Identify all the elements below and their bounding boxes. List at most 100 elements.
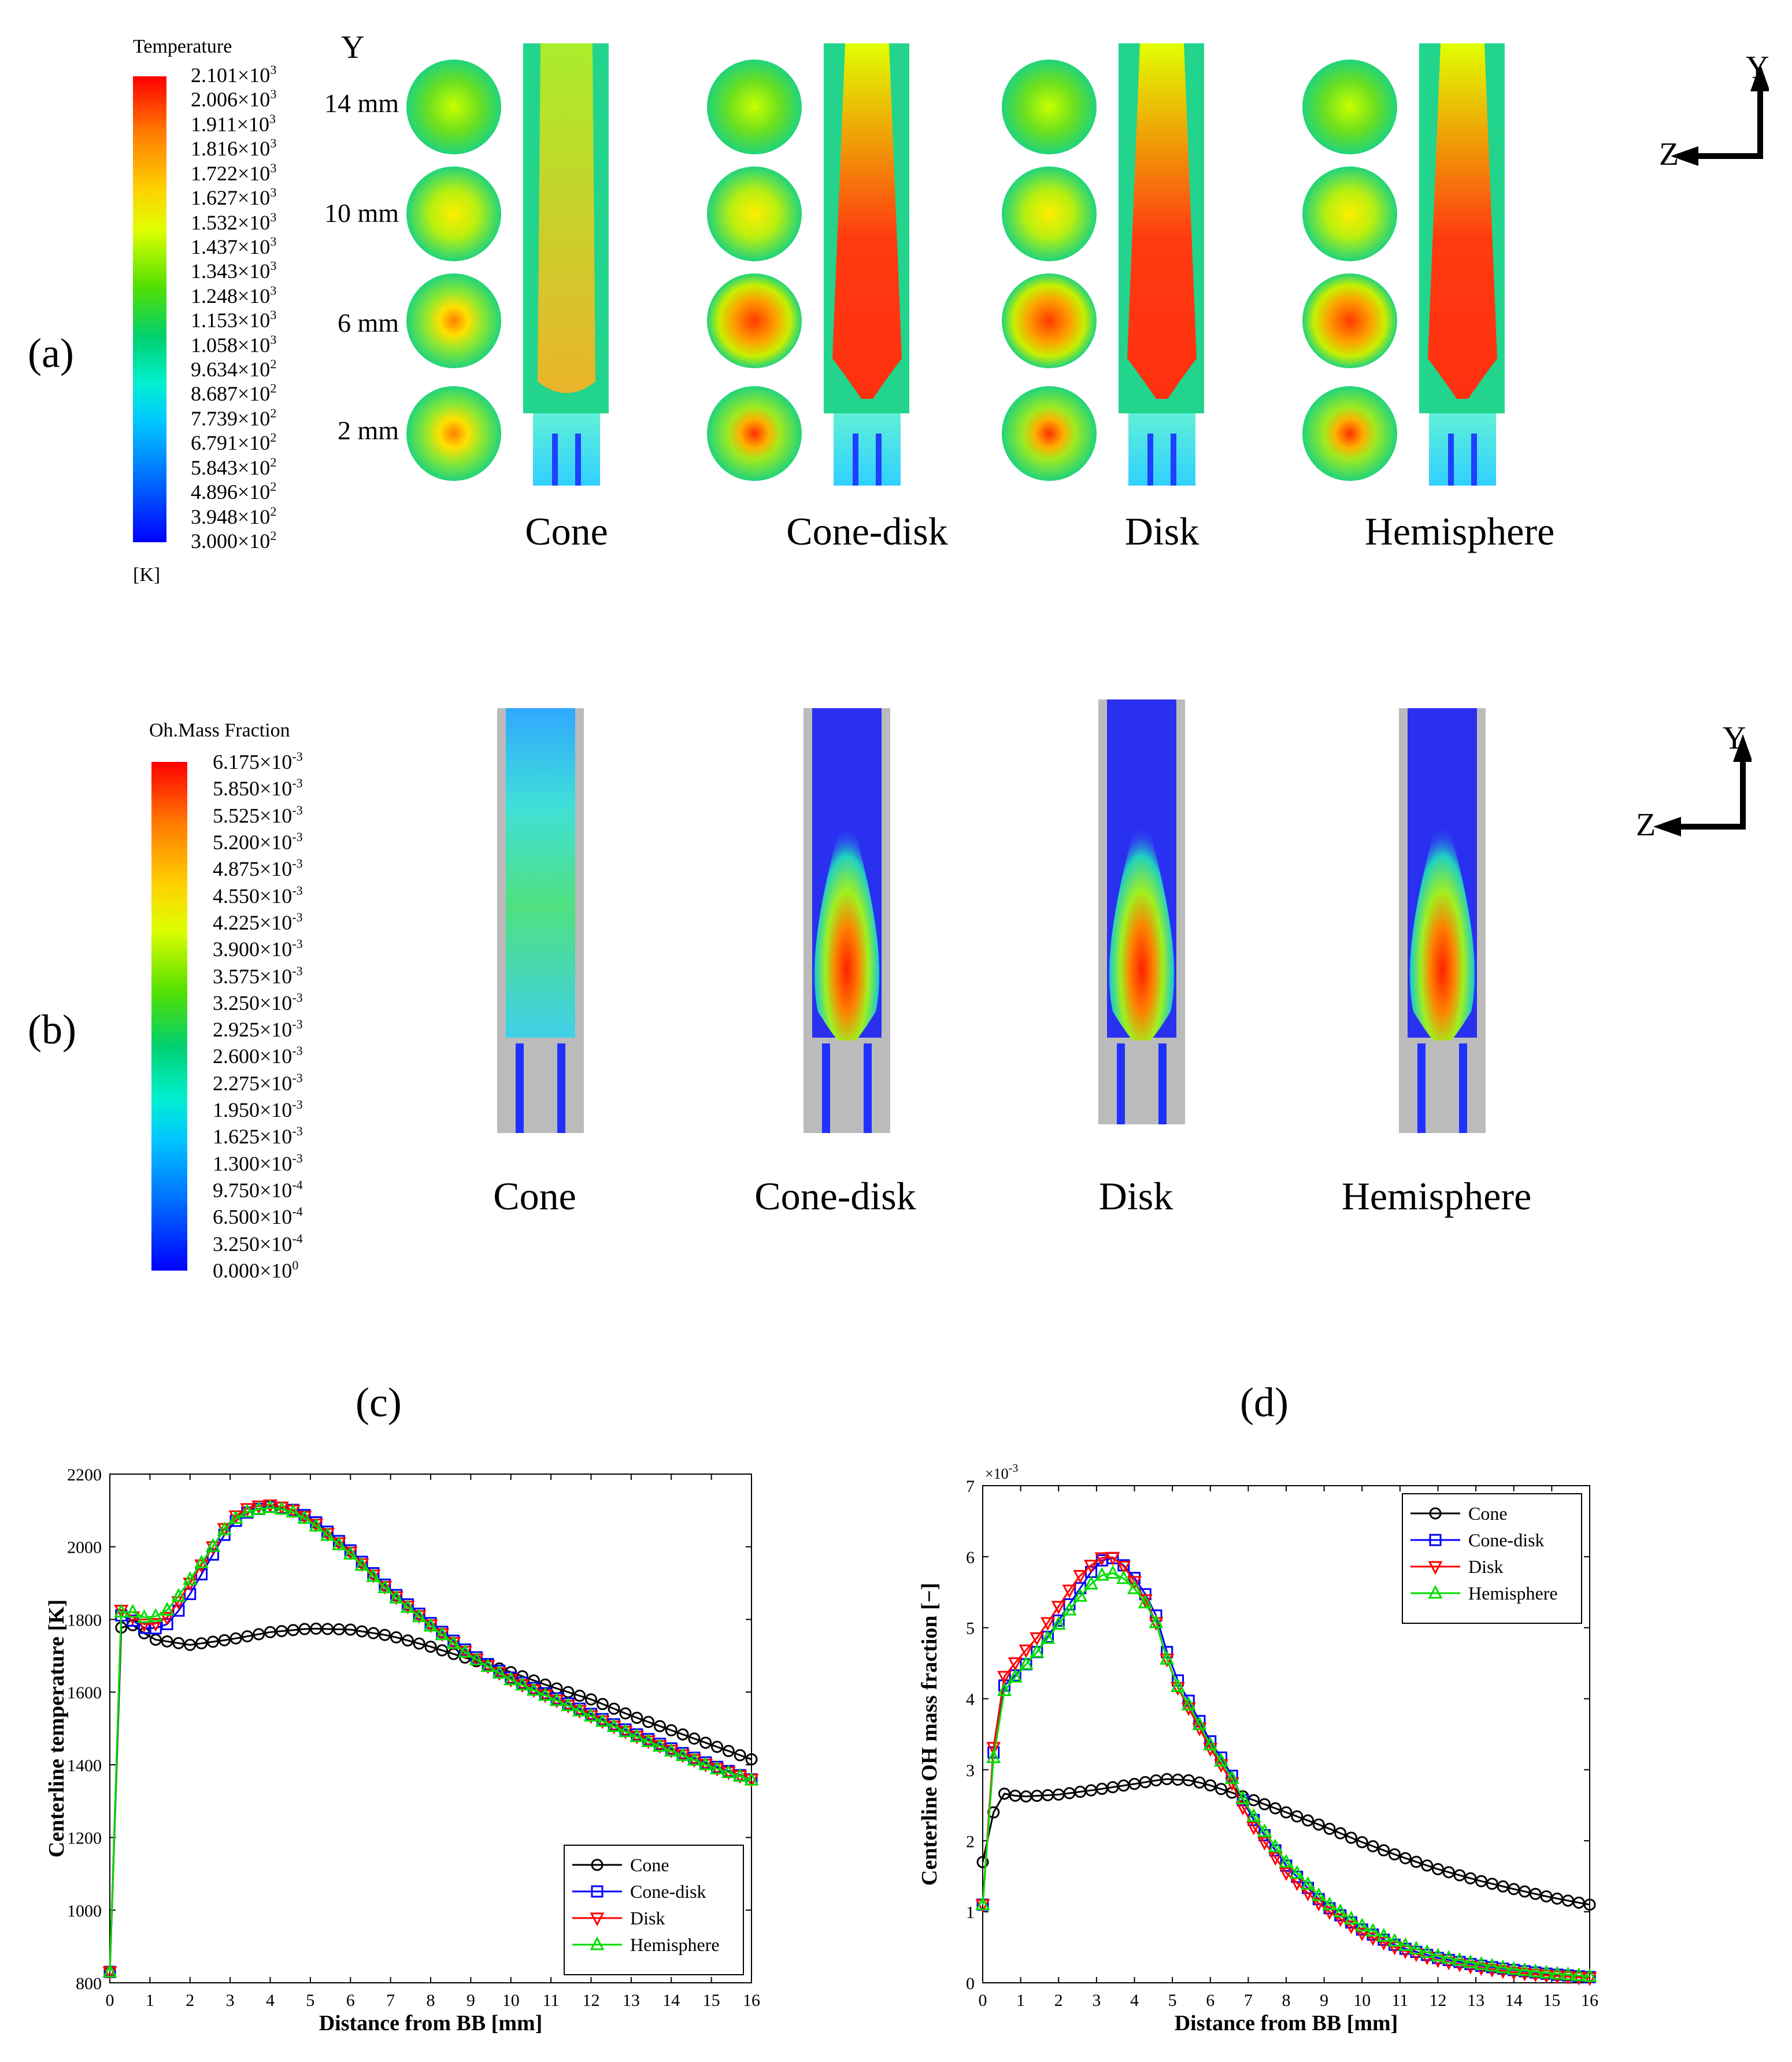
axis-z-label-a: Z: [1659, 136, 1679, 172]
data-point: [1311, 1897, 1326, 1912]
data-point: [596, 1698, 609, 1711]
data-point: [1041, 1617, 1055, 1631]
data-point: [1354, 1927, 1369, 1942]
axis-y-label-a: Y: [1746, 50, 1769, 86]
data-point: [1389, 1848, 1401, 1861]
data-point: [436, 1644, 449, 1657]
oh-legend-tick: 1.950×10-3: [213, 1097, 303, 1122]
data-point: [298, 1623, 311, 1635]
data-point: [745, 1753, 758, 1765]
x-tick-label: 3: [226, 1991, 235, 2010]
data-point: [976, 1856, 989, 1868]
data-point: [1354, 1917, 1369, 1932]
data-point: [1497, 1880, 1509, 1893]
y-tick-label: 800: [76, 1974, 102, 1993]
y-tick-label: 1600: [67, 1683, 102, 1702]
data-point: [526, 1682, 541, 1696]
data-point: [1182, 1774, 1195, 1787]
data-point: [194, 1554, 209, 1569]
data-point: [1484, 1957, 1499, 1972]
data-point: [1279, 1867, 1294, 1881]
data-point: [161, 1635, 173, 1648]
data-point: [631, 1712, 643, 1724]
data-point: [710, 1760, 725, 1775]
data-point: [344, 1623, 357, 1636]
data-point: [1062, 1585, 1077, 1598]
data-point: [1519, 1885, 1531, 1898]
temperature-legend-tick: 4.896×102: [191, 479, 277, 504]
data-point: [1517, 1967, 1532, 1982]
data-point: [721, 1764, 736, 1778]
axis-triad-b: [1653, 734, 1752, 836]
data-point: [1345, 1831, 1357, 1844]
data-point: [975, 1896, 990, 1911]
data-point: [561, 1697, 576, 1712]
data-point: [1475, 1875, 1487, 1887]
oh-legend-tick: 3.250×10-3: [213, 990, 303, 1015]
data-point: [228, 1510, 243, 1524]
data-point: [1323, 1823, 1336, 1835]
data-point: [1333, 1903, 1348, 1917]
series-line: [982, 1778, 1590, 1906]
chart-legend: Cone Cone-disk Disk Hemisphere: [1402, 1493, 1582, 1624]
data-point: [573, 1689, 586, 1702]
data-point: [572, 1702, 587, 1717]
data-point: [1301, 1876, 1315, 1890]
data-point: [413, 1637, 425, 1650]
data-point: [1517, 1962, 1532, 1976]
data-point: [1268, 1838, 1283, 1853]
data-point: [1334, 1827, 1347, 1839]
y-tick-label: 0: [966, 1974, 975, 1993]
data-point: [343, 1546, 358, 1560]
legend-label: Disk: [1468, 1556, 1503, 1577]
data-point: [1442, 1866, 1455, 1879]
oh-legend-tick: 2.275×10-3: [213, 1070, 303, 1095]
data-point: [584, 1708, 598, 1722]
data-point: [676, 1728, 689, 1741]
data-point: [1008, 1657, 1023, 1671]
data-point: [641, 1733, 656, 1747]
oh-legend-tick: 4.225×10-3: [213, 909, 303, 934]
data-point: [503, 1671, 519, 1686]
data-point: [1204, 1779, 1217, 1791]
temperature-legend-tick: 1.343×103: [191, 258, 277, 283]
data-point: [1365, 1923, 1380, 1937]
data-point: [1019, 1656, 1034, 1670]
x-tick-label: 15: [1543, 1991, 1560, 2010]
x-tick-label: 0: [979, 1991, 987, 2010]
x-tick-label: 1: [146, 1991, 154, 2010]
data-point: [412, 1608, 427, 1623]
data-point: [1486, 1878, 1498, 1890]
axis-z-label-b: Z: [1636, 807, 1656, 843]
temp-case-label-cone: Cone: [525, 509, 608, 553]
data-point: [1149, 1614, 1164, 1628]
y-tick-label: 2: [966, 1832, 975, 1851]
data-point: [1051, 1616, 1066, 1630]
data-point: [1160, 1650, 1175, 1665]
data-point: [240, 1504, 255, 1518]
data-point: [274, 1501, 289, 1515]
oh-legend-title: Oh.Mass Fraction: [149, 720, 290, 741]
data-point: [1193, 1776, 1206, 1789]
data-point: [1399, 1852, 1412, 1864]
temperature-legend-tick: 1.532×103: [191, 209, 277, 234]
data-point: [1582, 1968, 1597, 1982]
oh-case-cone: [497, 708, 584, 1133]
data-point: [585, 1693, 597, 1706]
data-point: [309, 1517, 324, 1532]
data-point: [997, 1671, 1012, 1685]
temperature-legend-tick: 6.791×102: [191, 430, 277, 455]
data-point: [744, 1772, 759, 1786]
data-point: [1410, 1856, 1423, 1868]
axis-y-label-b: Y: [1723, 720, 1746, 756]
data-point: [183, 1571, 198, 1585]
legend-label: Cone-disk: [630, 1881, 706, 1902]
x-tick-label: 6: [1206, 1991, 1215, 2010]
data-point: [160, 1602, 175, 1616]
oh-legend-tick: 1.625×10-3: [213, 1124, 303, 1149]
data-point: [1171, 1682, 1185, 1696]
oh-legend-tick: 3.575×10-3: [213, 963, 303, 988]
data-point: [1550, 1965, 1565, 1980]
oh-case-label-cone-disk: Cone-disk: [754, 1174, 916, 1218]
legend-label: Cone: [630, 1854, 669, 1875]
